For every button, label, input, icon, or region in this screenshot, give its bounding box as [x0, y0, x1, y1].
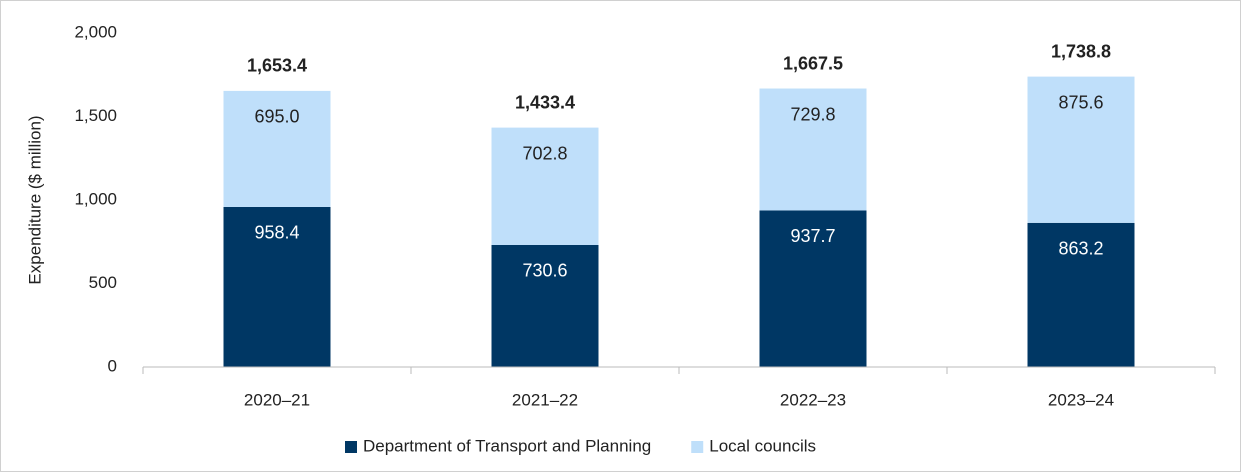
total-label: 1,433.4 [515, 92, 575, 112]
bar-segment [1027, 222, 1135, 367]
legend-swatch [691, 441, 704, 453]
total-label: 1,653.4 [247, 56, 307, 76]
bar-segment [491, 244, 599, 367]
bar-segment [759, 210, 867, 367]
bar-segment [759, 88, 867, 211]
y-axis-label: Expenditure ($ million) [25, 115, 44, 284]
data-label: 729.8 [790, 104, 835, 124]
bar-segment [223, 90, 331, 207]
x-tick-label: 2020–21 [244, 390, 310, 409]
total-label: 1,738.8 [1051, 41, 1111, 61]
x-tick-label: 2022–23 [780, 390, 846, 409]
data-label: 958.4 [254, 223, 299, 243]
data-label: 875.6 [1058, 92, 1103, 112]
legend-swatch [345, 441, 357, 453]
y-tick-label: 2,000 [74, 22, 117, 41]
x-tick-label: 2021–22 [512, 390, 578, 409]
data-label: 730.6 [522, 261, 567, 281]
y-tick-label: 1,500 [74, 106, 117, 125]
x-tick-label: 2023–24 [1048, 390, 1114, 409]
data-label: 695.0 [254, 107, 299, 127]
total-label: 1,667.5 [783, 53, 843, 73]
legend-label: Department of Transport and Planning [363, 436, 651, 455]
y-tick-label: 500 [89, 273, 117, 292]
bar-segment [1027, 76, 1135, 223]
legend-label: Local councils [709, 436, 816, 455]
data-label: 937.7 [790, 226, 835, 246]
y-tick-label: 1,000 [74, 189, 117, 208]
data-label: 863.2 [1058, 239, 1103, 259]
data-label: 702.8 [522, 143, 567, 163]
bar-segment [491, 127, 599, 245]
bar-segment [223, 206, 331, 367]
y-tick-label: 0 [108, 356, 117, 375]
